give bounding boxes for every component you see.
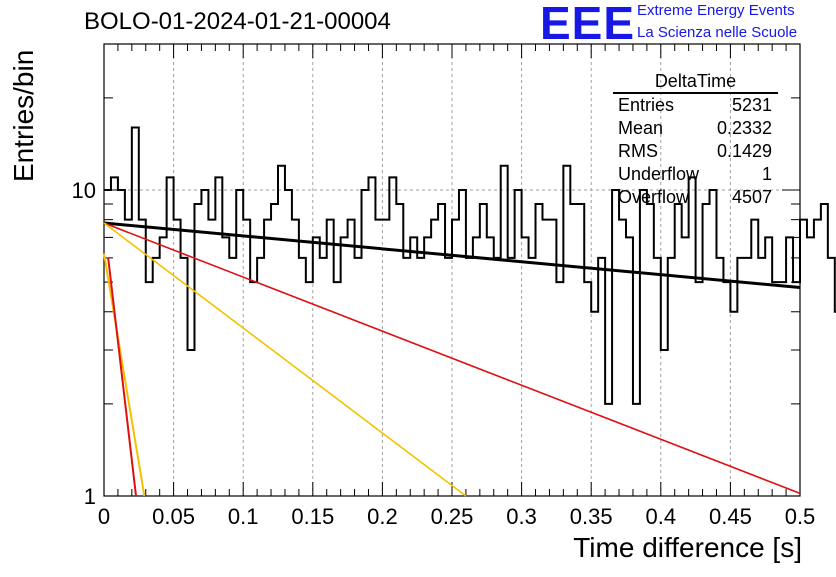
- x-tick-label: 0.15: [291, 504, 334, 529]
- stats-value: 1: [761, 164, 772, 184]
- stats-value: 4507: [731, 187, 772, 207]
- stats-value: 0.2332: [716, 118, 772, 138]
- x-tick-label: 0: [98, 504, 110, 529]
- stats-row-underflow: Underflow 1: [613, 163, 778, 186]
- x-tick-label: 0.2: [367, 504, 398, 529]
- stats-box: DeltaTime Entries 5231 Mean 0.2332 RMS 0…: [613, 70, 778, 209]
- eee-logo: EEE: [540, 0, 636, 49]
- fit-line: [107, 257, 138, 497]
- y-axis-label: Entries/bin: [8, 49, 39, 182]
- stats-row-overflow: Overflow 4507: [613, 186, 778, 209]
- x-tick-label: 0.25: [431, 504, 474, 529]
- x-axis-label: Time difference [s]: [573, 532, 802, 563]
- fit-line: [103, 222, 801, 495]
- x-tick-label: 0.35: [570, 504, 613, 529]
- stats-label: Underflow: [618, 164, 700, 184]
- logo-line-2: La Scienza nelle Scuole: [637, 24, 798, 41]
- y-tick-label: 1: [84, 484, 96, 509]
- y-tick-label: 10: [72, 178, 96, 203]
- fit-line: [103, 221, 801, 290]
- stats-row-mean: Mean 0.2332: [613, 117, 778, 140]
- x-tick-label: 0.3: [506, 504, 537, 529]
- logo-line-1: Extreme Energy Events: [637, 2, 795, 19]
- x-tick-label: 0.45: [709, 504, 752, 529]
- stats-value: 5231: [731, 95, 772, 115]
- x-tick-label: 0.4: [646, 504, 677, 529]
- stats-label: RMS: [618, 141, 658, 161]
- stats-label: Overflow: [618, 187, 690, 207]
- histogram-outline: [104, 126, 836, 405]
- stats-row-entries: Entries 5231: [613, 94, 778, 117]
- stats-value: 0.1429: [716, 141, 772, 161]
- stats-label: Mean: [618, 118, 664, 138]
- x-tick-label: 0.5: [785, 504, 816, 529]
- chart-title: BOLO-01-2024-01-21-00004: [84, 8, 391, 35]
- stats-row-rms: RMS 0.1429: [613, 140, 778, 163]
- stats-title: DeltaTime: [613, 70, 778, 94]
- stats-label: Entries: [618, 95, 675, 115]
- x-tick-label: 0.05: [152, 504, 195, 529]
- fit-line: [103, 222, 467, 497]
- fit-line: [103, 253, 146, 497]
- x-tick-label: 0.1: [228, 504, 259, 529]
